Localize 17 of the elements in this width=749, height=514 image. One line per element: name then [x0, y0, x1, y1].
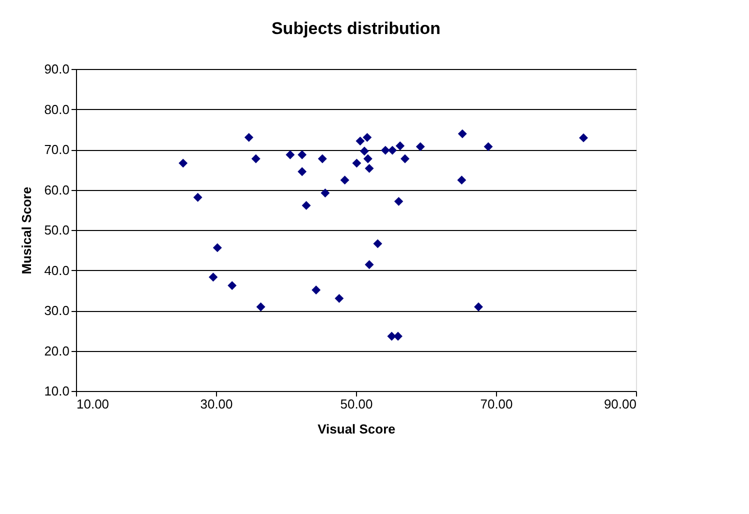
y-tick-label: 70.0 — [44, 142, 70, 157]
x-axis-title: Visual Score — [318, 422, 396, 436]
y-axis-title: Musical Score — [19, 186, 34, 274]
chart-title: Subjects distribution — [271, 19, 441, 38]
y-tick-label: 10.0 — [44, 384, 70, 398]
x-tick-label: 30.00 — [200, 396, 233, 412]
y-tick-label: 30.0 — [44, 303, 70, 318]
y-tick-label: 60.0 — [44, 182, 70, 198]
y-tick-label: 20.0 — [44, 343, 70, 358]
x-tick-label: 70.00 — [480, 396, 513, 412]
x-tick-label: 90.00 — [604, 396, 636, 412]
y-tick-label: 80.0 — [44, 102, 70, 117]
y-tick-label: 40.0 — [44, 262, 70, 278]
x-tick-label: 50.00 — [340, 396, 373, 412]
x-tick-label: 10.00 — [76, 396, 110, 412]
y-tick-label: 50.0 — [44, 222, 70, 238]
y-tick-label: 90.0 — [44, 62, 70, 76]
